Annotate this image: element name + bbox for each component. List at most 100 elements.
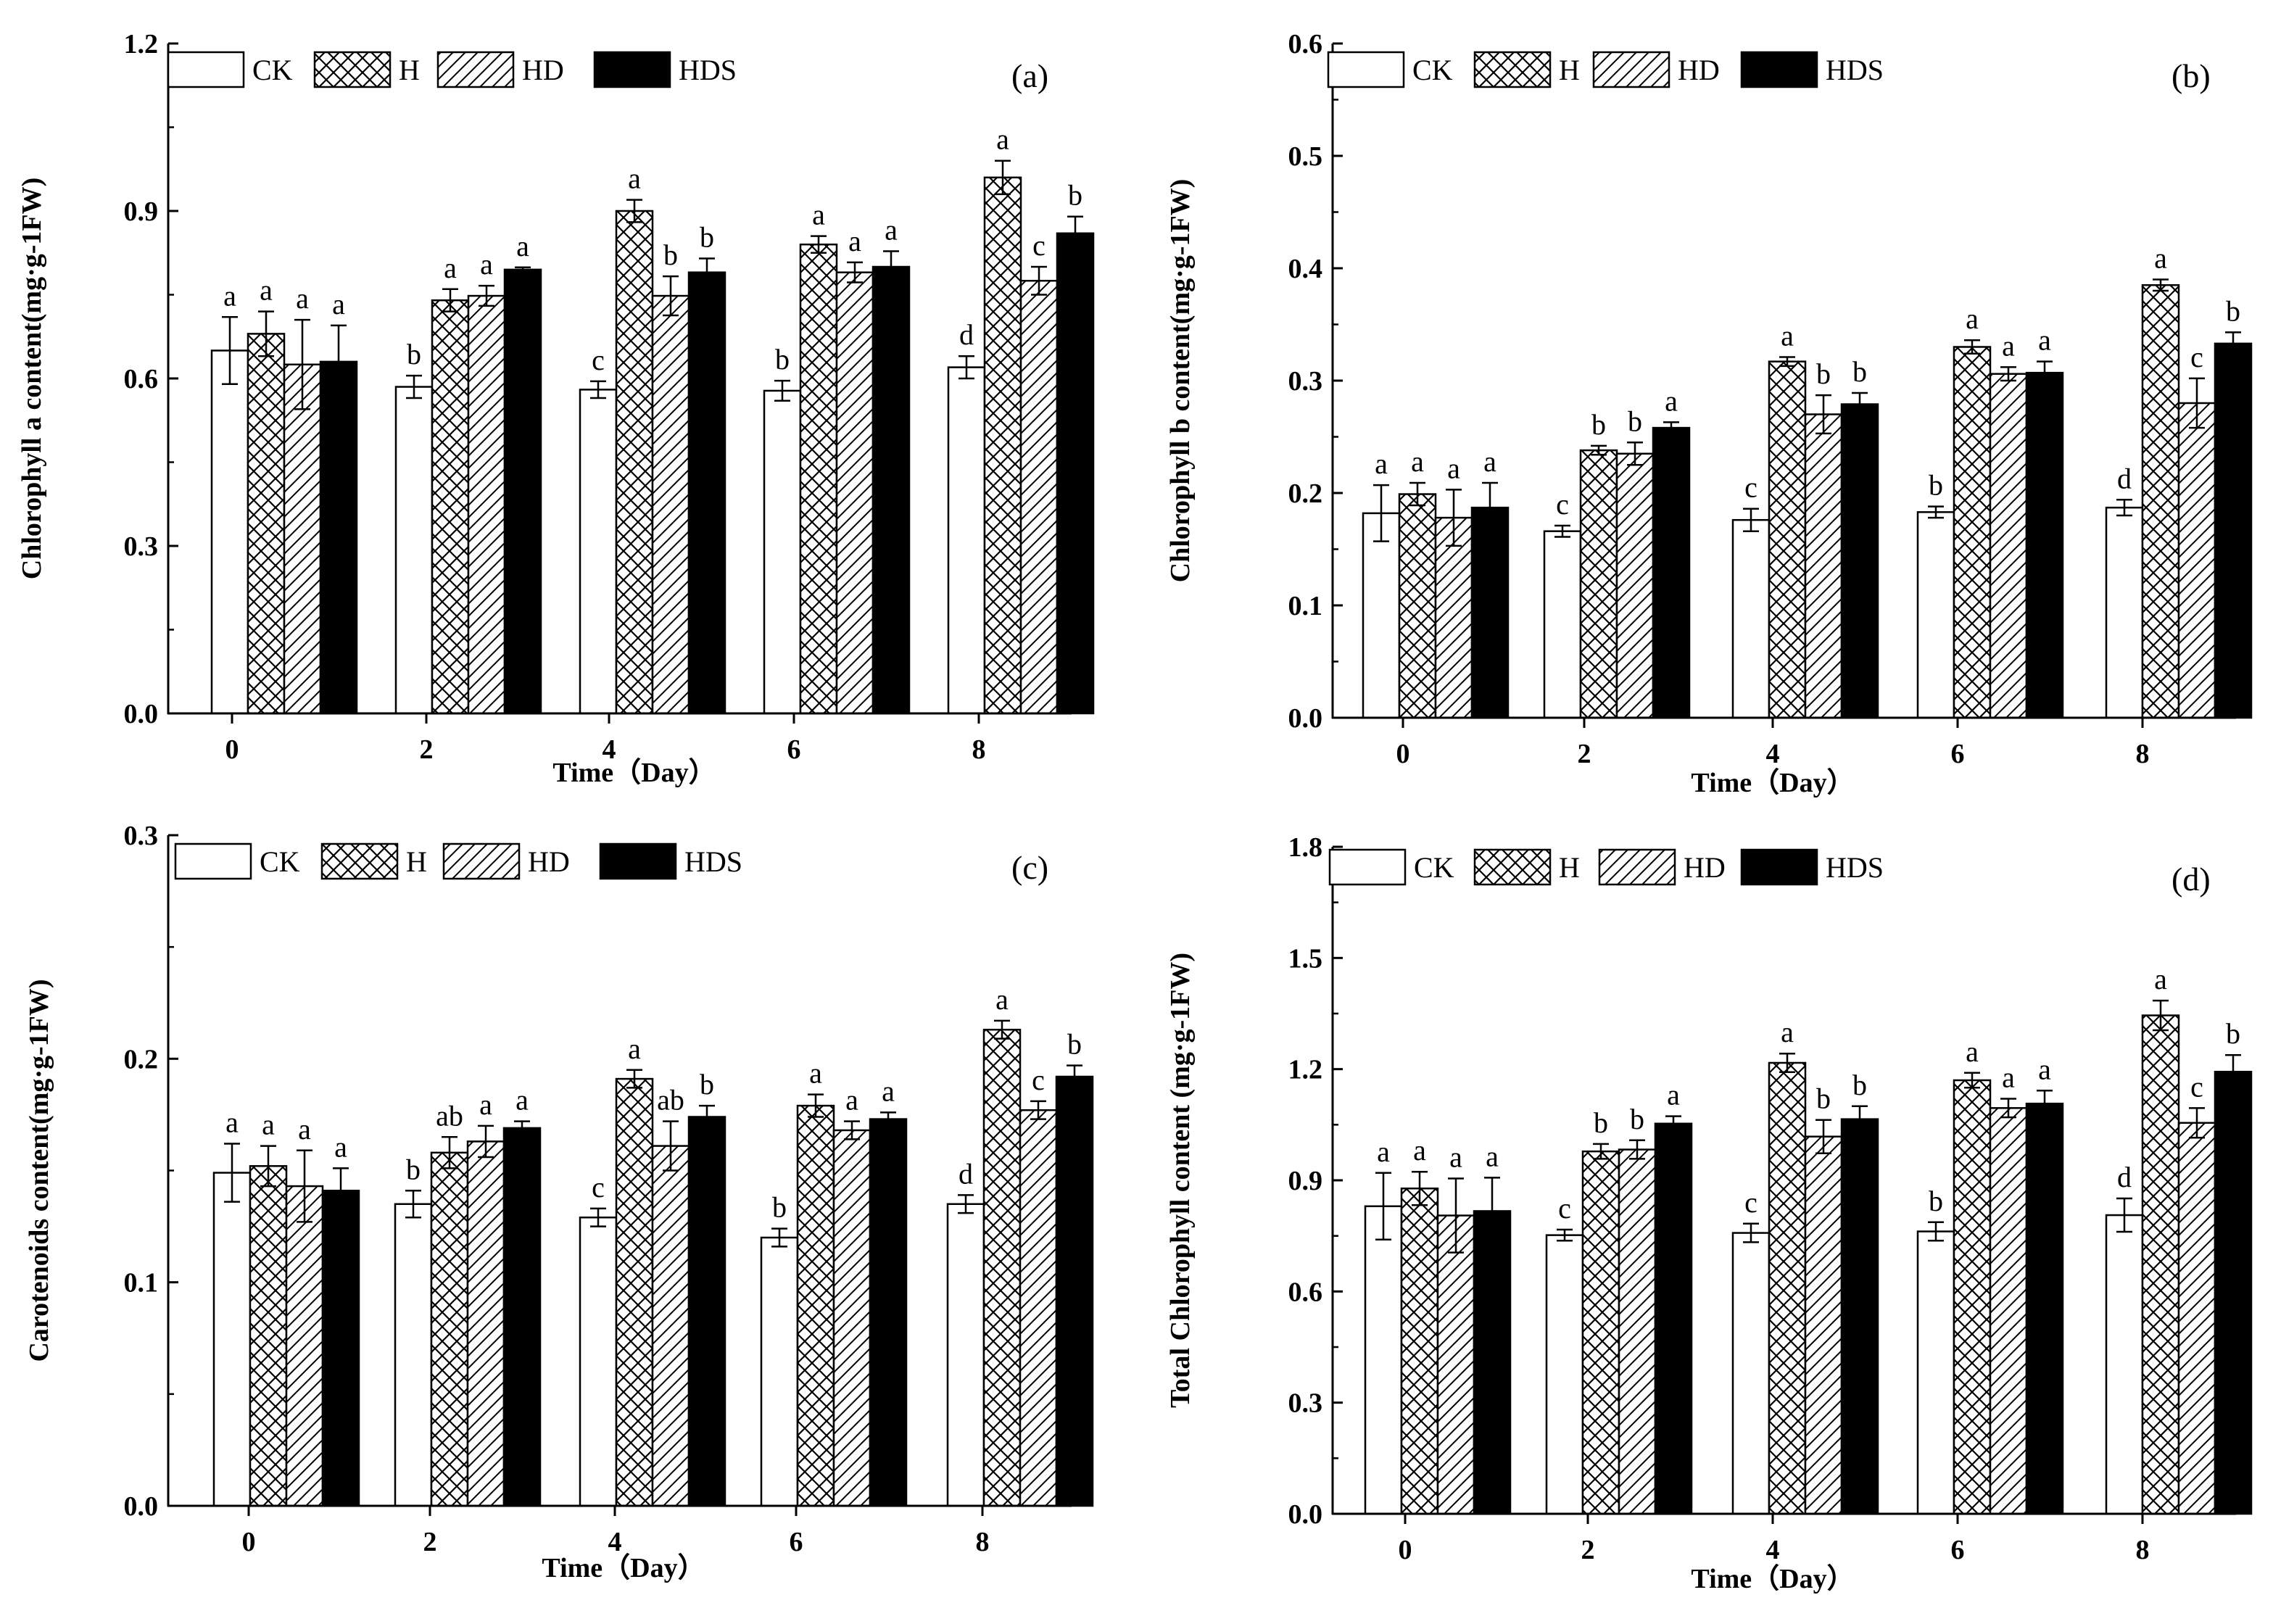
significance-letter: a	[2154, 963, 2167, 995]
error-bar-ck-day-8	[2116, 499, 2132, 517]
y-tick-label: 0.3	[124, 531, 159, 562]
significance-letter: b	[1929, 1185, 1943, 1217]
error-bar-hds-day-2	[515, 266, 531, 273]
panel-label: (a)	[1011, 57, 1048, 94]
significance-letter: b	[772, 1191, 787, 1224]
significance-letter: a	[444, 252, 457, 284]
y-tick-label: 0.0	[124, 699, 159, 729]
error-bar-hds-day-0	[331, 324, 347, 399]
significance-letter: a	[2002, 329, 2015, 362]
x-tick-label: 2	[1581, 1535, 1595, 1565]
panel-label: (c)	[1011, 849, 1048, 886]
error-bar-hd-day-8	[2189, 1107, 2205, 1139]
y-tick-label: 1.2	[124, 29, 159, 59]
significance-letter: b	[663, 239, 678, 271]
bar-hds-day-4	[687, 271, 726, 715]
x-tick-label: 4	[1766, 739, 1780, 769]
legend: CK H HD HDS	[1328, 848, 1884, 886]
significance-letter: a	[1449, 1140, 1462, 1173]
y-tick-label: 0.9	[124, 196, 159, 227]
significance-letter: a	[2038, 1053, 2051, 1085]
significance-letter: b	[2226, 1017, 2240, 1050]
bar-hds-day-6	[2025, 371, 2064, 719]
x-tick-label: 6	[1951, 1535, 1965, 1565]
bar-ck-day-0	[1362, 512, 1401, 719]
significance-letter: b	[700, 1068, 714, 1101]
significance-letter: a	[2154, 242, 2167, 275]
significance-letter: b	[700, 220, 714, 253]
error-bar-h-day-2	[1591, 444, 1607, 456]
significance-letter: a	[1966, 302, 1979, 335]
significance-letter: a	[1665, 384, 1678, 417]
significance-letter: c	[1032, 229, 1046, 262]
bar-hd-day-0	[1434, 516, 1473, 719]
x-tick-label: 0	[1396, 739, 1410, 769]
bar-hds-day-8	[2214, 342, 2253, 719]
bar-hds-day-2	[503, 268, 542, 715]
error-bar-hds-day-6	[883, 250, 899, 283]
error-bar-h-day-2	[442, 288, 458, 312]
y-tick-label: 0.5	[1288, 141, 1323, 172]
significance-letter: a	[298, 1113, 311, 1146]
bar-hd-day-6	[1989, 373, 2028, 719]
significance-letter: b	[1628, 405, 1642, 437]
significance-letter: b	[1591, 408, 1606, 441]
bar-ck-day-2	[1545, 1234, 1584, 1515]
error-bar-h-day-6	[1964, 1072, 1980, 1089]
error-bar-hd-day-8	[2189, 377, 2205, 429]
x-tick-label: 0	[242, 1527, 256, 1557]
error-bar-hds-day-4	[699, 257, 715, 288]
bar-h-day-4	[615, 1077, 654, 1507]
error-bar-h-day-8	[2153, 278, 2169, 292]
bar-h-day-4	[1768, 1061, 1807, 1515]
error-bar-hds-day-0	[1482, 481, 1498, 534]
error-bar-hds-day-8	[1067, 215, 1083, 252]
legend-swatch-hds	[593, 51, 671, 88]
error-bar-h-day-0	[1409, 481, 1425, 507]
error-bar-hds-day-6	[2037, 1090, 2053, 1118]
bar-ck-day-2	[1543, 530, 1582, 719]
error-bar-h-day-4	[626, 1069, 642, 1089]
bar-h-day-2	[1581, 1150, 1620, 1515]
y-axis-title: Chlorophyll a content(mg·g-1FW)	[17, 178, 47, 580]
legend-swatch-h	[1473, 848, 1552, 886]
error-bar-h-day-6	[808, 1093, 824, 1118]
significance-letter: a	[1486, 1140, 1499, 1172]
error-bar-hd-day-4	[1815, 394, 1831, 435]
legend-swatch-h	[313, 51, 392, 88]
significance-letter: a	[334, 1130, 347, 1163]
bar-hds-day-8	[1055, 1075, 1094, 1507]
legend-swatch-h	[1473, 51, 1552, 88]
significance-letter: a	[223, 279, 236, 312]
x-tick-label: 6	[790, 1527, 803, 1557]
significance-letter: a	[296, 282, 309, 315]
panel-label: (b)	[2171, 57, 2211, 94]
x-axis-title: Time（Day）	[1691, 768, 1854, 798]
legend-swatch-hds	[1740, 848, 1818, 886]
bar-hd-day-0	[1436, 1214, 1475, 1515]
bar-hd-day-4	[1804, 1135, 1843, 1515]
bar-h-day-2	[431, 299, 470, 715]
x-tick-label: 8	[2136, 739, 2150, 769]
significance-letter: b	[775, 343, 790, 376]
bar-ck-day-8	[947, 366, 986, 715]
y-tick-label: 0.1	[124, 1268, 159, 1298]
significance-letter: a	[480, 248, 493, 281]
bar-h-day-8	[982, 1029, 1022, 1507]
bar-ck-day-4	[1731, 518, 1771, 719]
error-bar-ck-day-0	[1373, 484, 1389, 542]
error-bar-ck-day-2	[1557, 1228, 1573, 1242]
significance-letter: a	[812, 199, 825, 231]
significance-letter: c	[1032, 1064, 1045, 1096]
significance-letter: a	[1667, 1079, 1680, 1111]
legend-label-ck: CK	[252, 54, 293, 86]
error-bar-ck-day-4	[1743, 1222, 1759, 1243]
y-tick-label: 0.1	[1288, 591, 1323, 621]
significance-letter: d	[2117, 1161, 2132, 1193]
legend-swatch-hd	[436, 51, 515, 88]
bar-hd-day-0	[283, 363, 322, 715]
significance-letter: c	[1744, 471, 1757, 504]
bar-hds-day-0	[1470, 506, 1510, 719]
bar-h-day-8	[2141, 284, 2180, 719]
